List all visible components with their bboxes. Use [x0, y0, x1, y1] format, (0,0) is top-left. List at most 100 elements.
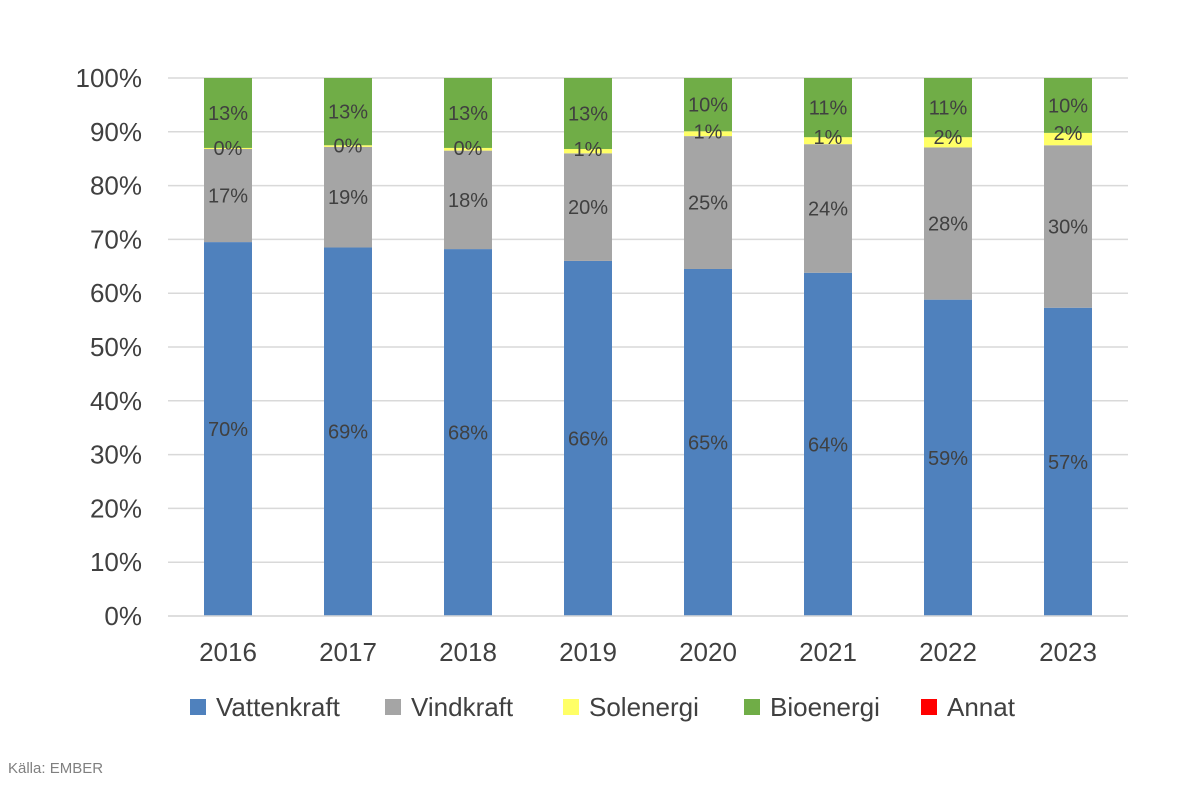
data-label: 11%	[809, 98, 848, 120]
data-label: 1%	[694, 121, 723, 143]
data-label: 13%	[448, 103, 488, 125]
y-tick-label: 100%	[76, 63, 143, 93]
x-tick-label: 2023	[1039, 637, 1097, 667]
gridlines	[168, 77, 1128, 617]
bar-segment	[324, 146, 372, 248]
bar-segment	[804, 272, 852, 616]
bar-segment	[444, 249, 492, 617]
legend-swatch	[563, 699, 579, 715]
bar-segment	[204, 147, 252, 150]
bar-segment	[924, 78, 972, 138]
bar-segment	[684, 136, 732, 269]
bar-segment	[324, 145, 372, 147]
y-tick-label: 60%	[90, 278, 142, 308]
x-tick-label: 2021	[799, 637, 857, 667]
data-label: 57%	[1048, 452, 1088, 474]
data-label: 13%	[328, 102, 368, 124]
y-tick-label: 70%	[90, 224, 142, 254]
data-label: 0%	[454, 138, 483, 160]
y-tick-label: 80%	[90, 171, 142, 201]
bar-segment	[684, 268, 732, 616]
bar-segment	[564, 78, 612, 150]
y-axis: 0% 10% 20% 30% 40% 50% 60% 70% 80% 90% 100%	[76, 63, 143, 631]
legend-label: Vindkraft	[411, 692, 514, 722]
y-tick-label: 40%	[90, 386, 142, 416]
data-label: 20%	[568, 197, 608, 219]
data-label: 11%	[929, 98, 968, 120]
data-label: 1%	[574, 139, 603, 161]
bar-segment	[444, 150, 492, 250]
data-label: 24%	[808, 198, 848, 220]
data-labels: 70% 17% 0% 13% 69% 19% 0% 13% 68% 18% 0% 13% 66% 20% 1…	[208, 95, 1088, 474]
data-label: 2%	[1054, 123, 1083, 145]
legend-label: Vattenkraft	[216, 692, 341, 722]
bar-segment	[804, 144, 852, 273]
data-label: 0%	[334, 135, 363, 157]
bar-segment	[804, 78, 852, 138]
data-label: 69%	[328, 422, 368, 444]
bar-segment	[1044, 78, 1092, 133]
data-label: 17%	[208, 186, 248, 208]
data-label: 19%	[328, 187, 368, 209]
legend-swatch	[744, 699, 760, 715]
data-label: 0%	[214, 138, 243, 160]
bar-segment	[204, 78, 252, 148]
y-tick-label: 50%	[90, 332, 142, 362]
x-tick-label: 2016	[199, 637, 257, 667]
bar-segment	[564, 149, 612, 154]
x-tick-label: 2020	[679, 637, 737, 667]
bar-segment	[924, 137, 972, 148]
source-note: Källa: EMBER	[8, 760, 104, 777]
bar-segment	[924, 299, 972, 616]
data-label: 10%	[1048, 95, 1088, 117]
data-label: 28%	[928, 214, 968, 236]
data-label: 13%	[208, 103, 248, 125]
bar-segment	[564, 260, 612, 616]
legend: Vattenkraft Vindkraft Solenergi Bioenergi An…	[190, 692, 1016, 722]
data-label: 13%	[568, 104, 608, 126]
data-label: 25%	[688, 193, 728, 215]
data-label: 18%	[448, 190, 488, 212]
bar-segment	[1044, 132, 1092, 146]
legend-label: Bioenergi	[770, 692, 880, 722]
x-tick-label: 2022	[919, 637, 977, 667]
legend-swatch	[190, 699, 206, 715]
bar-segment	[444, 147, 492, 151]
data-label: 1%	[814, 127, 843, 149]
bar-segment	[804, 137, 852, 145]
y-tick-label: 0%	[104, 601, 142, 631]
y-tick-label: 20%	[90, 493, 142, 523]
data-label: 2%	[934, 127, 963, 149]
legend-swatch	[921, 699, 937, 715]
x-tick-label: 2018	[439, 637, 497, 667]
x-axis: 2016 2017 2018 2019 2020 2021 2022 2023	[168, 615, 1128, 667]
bar-segment	[204, 242, 252, 616]
bar-segment	[324, 78, 372, 146]
data-label: 64%	[808, 434, 848, 456]
bar-segment	[924, 147, 972, 300]
data-label: 10%	[688, 95, 728, 117]
data-label: 70%	[208, 419, 248, 441]
data-label: 66%	[568, 428, 608, 450]
bars	[204, 78, 1092, 617]
data-label: 65%	[688, 432, 728, 454]
legend-label: Solenergi	[589, 692, 699, 722]
x-tick-label: 2017	[319, 637, 377, 667]
bar-segment	[324, 247, 372, 616]
legend-label: Annat	[947, 692, 1016, 722]
bar-segment	[1044, 145, 1092, 308]
y-tick-label: 90%	[90, 117, 142, 147]
bar-segment	[564, 153, 612, 261]
data-label: 30%	[1048, 216, 1088, 238]
y-tick-label: 10%	[90, 547, 142, 577]
legend-swatch	[385, 699, 401, 715]
bar-segment	[444, 78, 492, 148]
bar-segment	[684, 78, 732, 132]
y-tick-label: 30%	[90, 440, 142, 470]
x-tick-label: 2019	[559, 637, 617, 667]
data-label: 59%	[928, 448, 968, 470]
bar-segment	[1044, 307, 1092, 616]
bar-segment	[684, 131, 732, 137]
data-label: 68%	[448, 423, 488, 445]
